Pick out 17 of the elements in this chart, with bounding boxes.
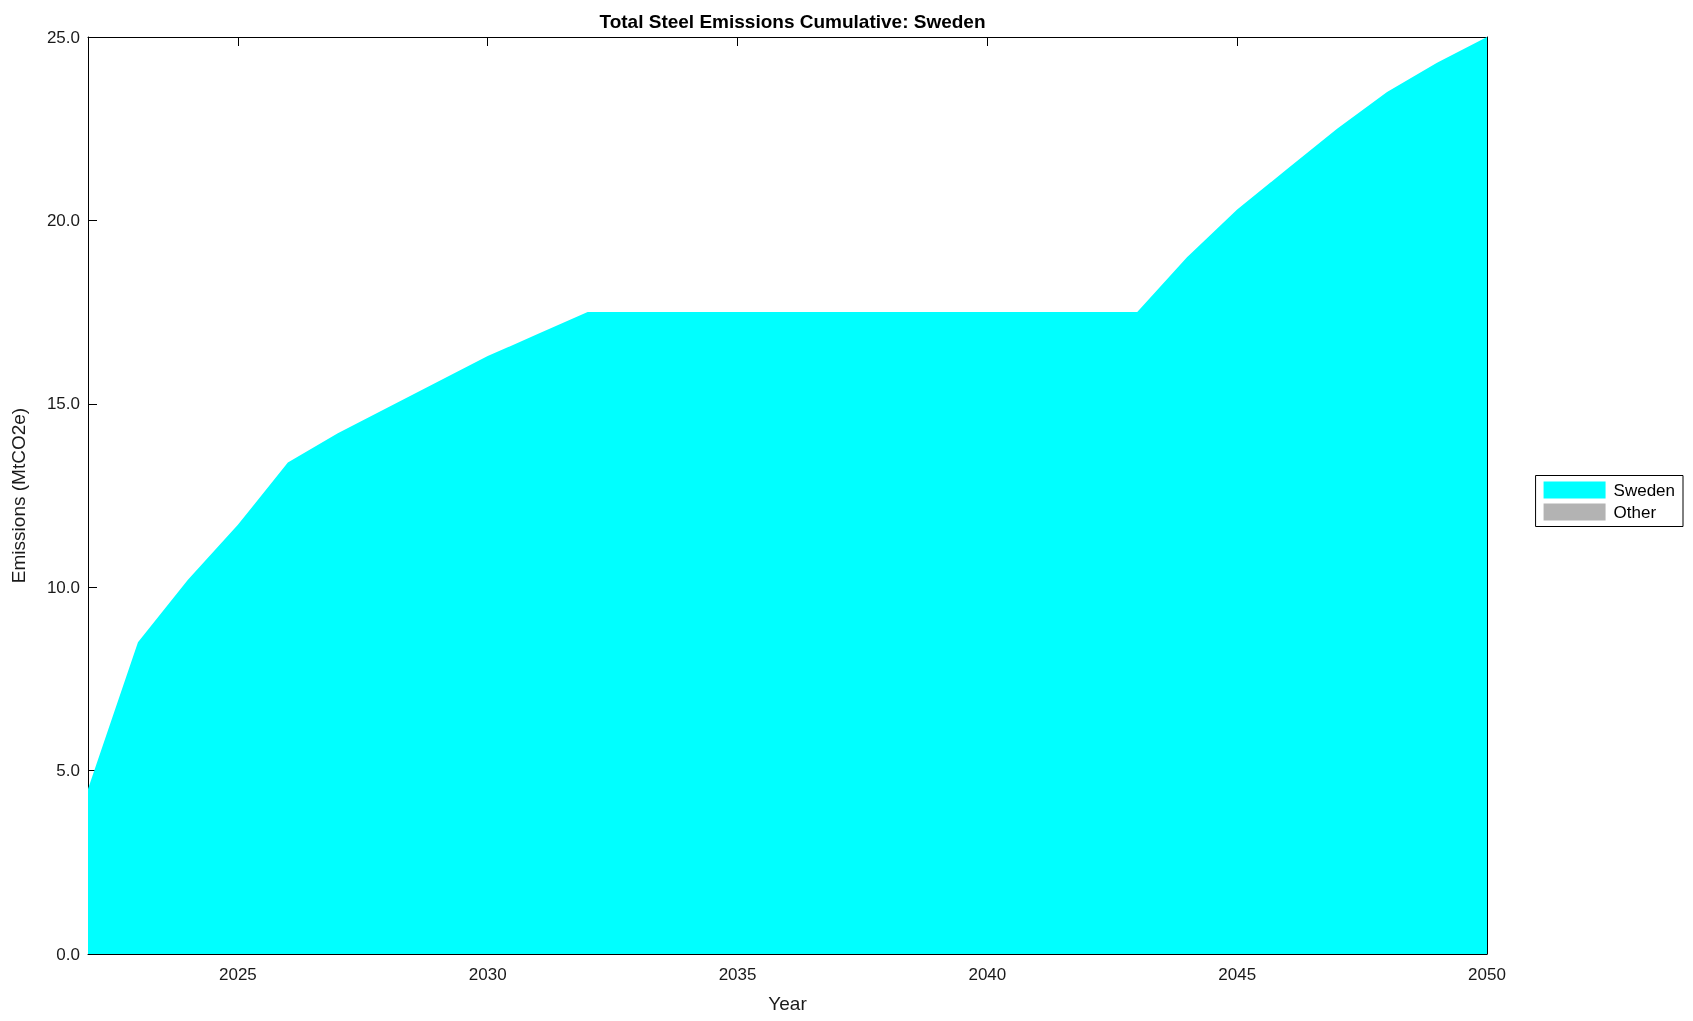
x-tick-label: 2050 [1468, 965, 1506, 984]
y-tick-label: 0.0 [56, 944, 80, 964]
legend-label: Other [1613, 502, 1657, 522]
y-axis-title: Emissions (MtCO2e) [8, 407, 29, 584]
chart-title: Total Steel Emissions Cumulative: Sweden [599, 11, 986, 32]
y-tick-label: 5.0 [56, 761, 80, 781]
y-tick-label: 25.0 [46, 27, 80, 47]
y-tick-label: 15.0 [46, 394, 80, 414]
x-tick-label: 2045 [1218, 965, 1257, 984]
x-tick-label: 2030 [468, 965, 507, 984]
y-tick-label: 20.0 [46, 210, 80, 230]
y-tick-label: 10.0 [46, 577, 80, 597]
legend-label: Sweden [1613, 480, 1675, 500]
x-tick-label: 2035 [718, 965, 757, 984]
x-tick-label: 2025 [218, 965, 257, 984]
x-axis-title: Year [768, 993, 808, 1014]
x-tick-label: 2040 [968, 965, 1007, 984]
